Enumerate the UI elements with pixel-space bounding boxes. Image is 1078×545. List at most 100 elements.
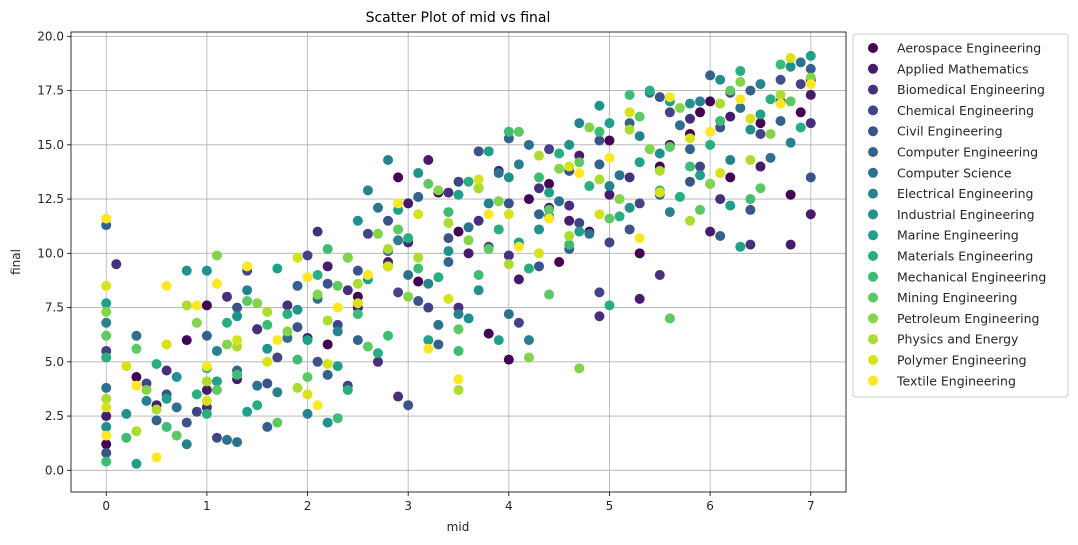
data-point: [584, 228, 595, 239]
data-point: [151, 452, 162, 463]
data-point: [352, 265, 363, 276]
data-point: [493, 168, 504, 179]
data-point: [403, 270, 414, 281]
data-point: [393, 287, 404, 298]
data-point: [574, 217, 585, 228]
data-point: [564, 139, 575, 150]
data-point: [654, 92, 665, 103]
data-point: [423, 278, 434, 289]
data-point: [322, 261, 333, 272]
data-point: [755, 79, 766, 90]
data-point: [785, 61, 796, 72]
data-point: [664, 142, 675, 152]
data-point: [121, 432, 132, 443]
data-point: [695, 96, 706, 107]
legend-marker: [868, 251, 878, 261]
data-point: [423, 343, 434, 354]
legend-entry: Petroleum Engineering: [897, 311, 1039, 326]
data-point: [312, 289, 323, 300]
data-point: [201, 265, 212, 276]
data-point: [765, 152, 776, 163]
data-point: [483, 198, 494, 209]
data-point: [554, 257, 565, 267]
data-point: [684, 144, 695, 155]
data-point: [272, 352, 283, 363]
legend-marker: [868, 292, 878, 303]
data-point: [604, 189, 615, 200]
data-point: [795, 122, 806, 133]
y-tick-label: 20.0: [37, 29, 64, 43]
data-point: [604, 213, 615, 224]
data-point: [191, 389, 202, 400]
data-point: [121, 408, 132, 419]
data-point: [624, 124, 635, 135]
data-point: [775, 115, 786, 126]
data-point: [262, 306, 273, 317]
data-point: [624, 224, 635, 235]
legend-entry: Marine Engineering: [897, 228, 1019, 243]
data-point: [252, 400, 263, 411]
data-point: [614, 170, 625, 181]
data-point: [352, 335, 363, 346]
data-point: [684, 113, 695, 124]
legend-entry: Computer Engineering: [897, 145, 1038, 160]
data-point: [634, 157, 645, 168]
data-point: [352, 298, 363, 309]
data-point: [503, 126, 514, 137]
data-point: [634, 233, 645, 244]
data-point: [805, 63, 816, 74]
data-point: [503, 259, 514, 270]
data-point: [735, 66, 746, 77]
data-point: [473, 183, 484, 194]
x-axis-ticks: 0 1 2 3 4 5 6 7: [102, 492, 815, 513]
data-point: [101, 213, 112, 224]
legend-marker: [868, 271, 878, 282]
data-point: [252, 324, 263, 335]
data-point: [634, 111, 645, 122]
data-point: [413, 252, 424, 263]
data-point: [674, 120, 685, 131]
data-point: [101, 393, 112, 404]
data-point: [453, 176, 464, 187]
data-point: [201, 408, 212, 419]
data-point: [544, 204, 555, 215]
data-point: [443, 217, 454, 228]
data-point: [181, 265, 192, 276]
data-point: [795, 107, 806, 118]
data-point: [211, 376, 222, 387]
legend-entry: Physics and Energy: [897, 332, 1019, 347]
data-point: [735, 102, 746, 113]
data-point: [463, 313, 474, 324]
data-point: [272, 417, 283, 428]
legend-entry: Civil Engineering: [897, 124, 1003, 139]
data-point: [715, 98, 726, 109]
data-point: [775, 89, 786, 100]
data-point: [383, 243, 394, 254]
data-point: [463, 248, 474, 259]
data-point: [292, 382, 303, 393]
data-point: [201, 361, 212, 372]
data-point: [725, 111, 736, 122]
data-point: [423, 335, 434, 346]
data-point: [493, 335, 504, 346]
data-point: [413, 276, 424, 287]
data-point: [443, 187, 454, 198]
data-point: [604, 300, 615, 311]
data-point: [594, 135, 605, 146]
legend-entry: Mining Engineering: [897, 290, 1017, 305]
data-point: [594, 174, 605, 185]
data-point: [292, 304, 303, 315]
data-point: [171, 402, 182, 413]
data-point: [121, 361, 132, 372]
data-point: [554, 163, 565, 174]
data-point: [513, 317, 524, 328]
data-point: [624, 107, 635, 118]
data-point: [322, 315, 333, 326]
data-point: [413, 168, 424, 179]
data-point: [322, 243, 333, 254]
data-point: [594, 311, 605, 322]
data-point: [362, 341, 373, 352]
data-point: [705, 139, 716, 150]
data-point: [604, 181, 615, 192]
